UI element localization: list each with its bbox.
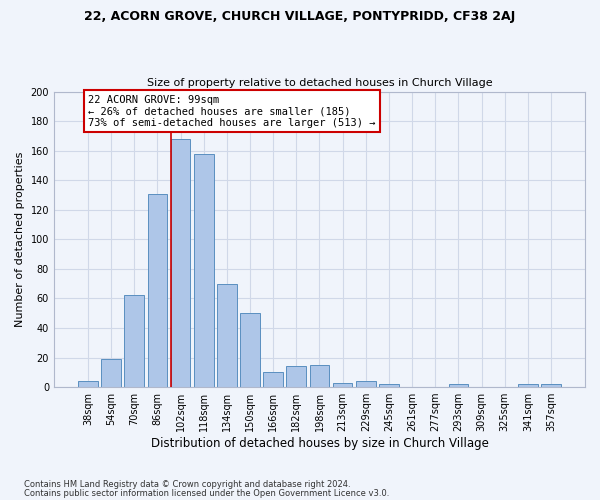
Title: Size of property relative to detached houses in Church Village: Size of property relative to detached ho…	[146, 78, 492, 88]
Text: Contains HM Land Registry data © Crown copyright and database right 2024.: Contains HM Land Registry data © Crown c…	[24, 480, 350, 489]
Bar	[356, 381, 376, 387]
Bar	[101, 359, 121, 387]
Bar	[263, 372, 283, 387]
Bar	[194, 154, 214, 387]
Bar	[449, 384, 468, 387]
Bar	[379, 384, 399, 387]
Y-axis label: Number of detached properties: Number of detached properties	[15, 152, 25, 327]
Bar	[240, 313, 260, 387]
Bar	[78, 381, 98, 387]
Bar	[148, 194, 167, 387]
Bar	[286, 366, 306, 387]
Bar	[518, 384, 538, 387]
Bar	[217, 284, 236, 387]
Text: 22, ACORN GROVE, CHURCH VILLAGE, PONTYPRIDD, CF38 2AJ: 22, ACORN GROVE, CHURCH VILLAGE, PONTYPR…	[85, 10, 515, 23]
Bar	[541, 384, 561, 387]
X-axis label: Distribution of detached houses by size in Church Village: Distribution of detached houses by size …	[151, 437, 488, 450]
Bar	[333, 382, 352, 387]
Bar	[170, 139, 190, 387]
Text: Contains public sector information licensed under the Open Government Licence v3: Contains public sector information licen…	[24, 489, 389, 498]
Bar	[310, 365, 329, 387]
Text: 22 ACORN GROVE: 99sqm
← 26% of detached houses are smaller (185)
73% of semi-det: 22 ACORN GROVE: 99sqm ← 26% of detached …	[88, 94, 376, 128]
Bar	[124, 296, 144, 387]
